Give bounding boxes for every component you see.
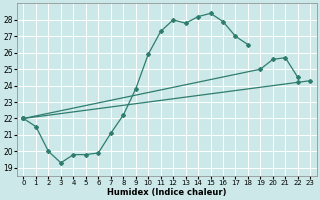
X-axis label: Humidex (Indice chaleur): Humidex (Indice chaleur) <box>107 188 227 197</box>
